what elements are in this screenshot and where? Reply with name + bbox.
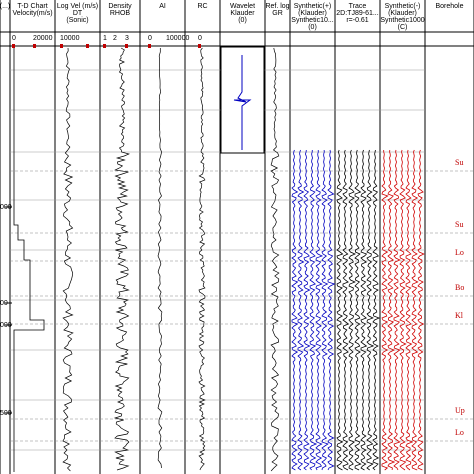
- column-title: (Sonic): [66, 17, 88, 24]
- seismic-trace: [291, 149, 299, 471]
- scale-label: 0: [198, 35, 202, 42]
- seismic-trace: [297, 149, 305, 471]
- depth-label: 500: [0, 410, 12, 417]
- scale-label: 0: [12, 35, 16, 42]
- seismic-trace: [399, 149, 407, 471]
- seismic-trace: [315, 149, 324, 471]
- seismic-trace: [387, 149, 396, 471]
- scale-label: 1: [103, 35, 107, 42]
- scale-label: 0: [148, 35, 152, 42]
- scale-label: 3: [125, 35, 129, 42]
- column-title: Borehole: [435, 3, 463, 10]
- column-title: T-D Chart: [17, 3, 47, 10]
- scale-label: 20000: [33, 35, 53, 42]
- column-title: (Klauder): [298, 10, 327, 17]
- column-title: Synthetic1000: [380, 17, 424, 24]
- column-title: RHOB: [110, 10, 131, 17]
- column-title: GR: [272, 10, 283, 17]
- column-title: Wavelet: [230, 3, 255, 10]
- formation-label: Lo: [455, 248, 464, 257]
- seismic-trace: [360, 149, 368, 471]
- seismic-trace: [393, 149, 401, 471]
- column-title: Density: [108, 3, 132, 10]
- seismic-trace: [405, 149, 414, 471]
- scale-marker: [103, 44, 106, 48]
- scale-label: 2: [113, 35, 117, 42]
- depth-label: 000: [0, 322, 12, 329]
- column-title: (...): [0, 3, 10, 10]
- formation-label: Su: [455, 220, 463, 229]
- column-title: Log Vel (m/s): [57, 3, 98, 10]
- rc-curve: [198, 47, 206, 471]
- scale-label: 100000: [166, 35, 189, 42]
- scale-marker: [125, 44, 128, 48]
- seismic-trace: [342, 149, 350, 471]
- seismic-trace: [417, 149, 425, 471]
- seismic-trace: [303, 149, 311, 471]
- dt-curve: [62, 47, 74, 472]
- rhob-curve: [113, 47, 130, 471]
- column-title: (C): [398, 24, 408, 31]
- column-title: Trace: [349, 3, 367, 10]
- seismic-trace: [411, 149, 419, 471]
- scale-marker: [86, 44, 89, 48]
- formation-label: Bo: [455, 283, 464, 292]
- column-title: Synthetic(+): [294, 3, 332, 10]
- scale-marker: [12, 44, 15, 48]
- formation-label: Kl: [455, 311, 464, 320]
- column-title: Velocity(m/s): [12, 10, 52, 17]
- scale-marker: [198, 44, 201, 48]
- formation-label: Lo: [455, 428, 464, 437]
- column-title: r=-0.61: [346, 17, 368, 24]
- ai-curve: [157, 48, 163, 469]
- td-curve: [13, 48, 45, 472]
- seismic-trace: [366, 149, 375, 471]
- scale-marker: [60, 44, 63, 48]
- column-title: (Klauder): [388, 10, 417, 17]
- column-title: Synthetic(-): [385, 3, 421, 10]
- seismic-trace: [372, 149, 381, 471]
- scale-marker: [148, 44, 151, 48]
- column-title: (0): [238, 17, 247, 24]
- formation-label: Up: [455, 406, 465, 415]
- seismic-trace: [336, 149, 344, 471]
- depth-label: 000: [0, 204, 12, 211]
- column-title: Synthetic10...: [291, 17, 333, 24]
- column-title: 2D:TJ89-61...: [336, 10, 378, 17]
- seismic-trace: [321, 149, 329, 471]
- seismic-trace: [354, 149, 362, 471]
- column-title: AI: [159, 3, 166, 10]
- seismic-trace: [348, 149, 356, 471]
- formation-label: Su: [455, 158, 463, 167]
- column-title: DT: [73, 10, 83, 17]
- column-title: RC: [197, 3, 207, 10]
- seismic-trace: [309, 149, 318, 471]
- scale-label: 10000: [60, 35, 80, 42]
- gr-curve: [270, 47, 280, 472]
- depth-label: 00: [0, 300, 8, 307]
- wavelet: [233, 55, 252, 150]
- column-title: (0): [308, 24, 317, 31]
- seismic-trace: [381, 150, 389, 471]
- scale-marker: [33, 44, 36, 48]
- column-title: Klauder: [230, 10, 255, 17]
- seismic-trace: [327, 149, 336, 471]
- column-title: Ref. log: [265, 3, 289, 10]
